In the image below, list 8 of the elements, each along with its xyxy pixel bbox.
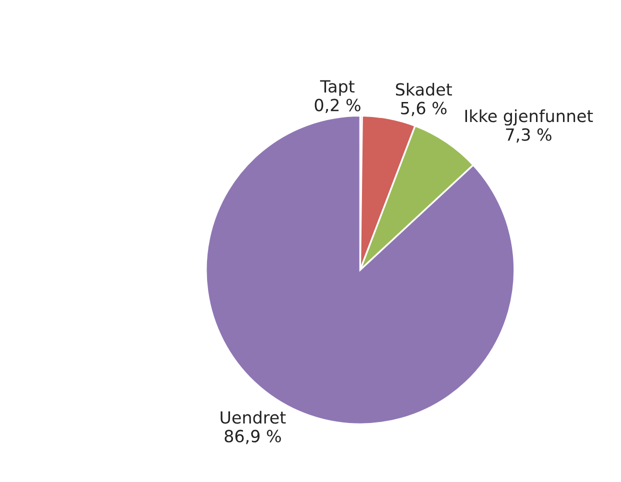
data-label: 7,3 %	[506, 128, 552, 143]
slice-label: Uendret	[220, 410, 286, 424]
data-label: 0,2 %	[314, 98, 360, 114]
slice-label: Tapt	[320, 80, 355, 96]
slice-label: Skadet	[396, 82, 452, 96]
data-label: 5,6 %	[401, 102, 447, 116]
data-label: 86,9 %	[224, 430, 281, 444]
slice-label: Ikke gjenfunnet	[465, 109, 593, 126]
